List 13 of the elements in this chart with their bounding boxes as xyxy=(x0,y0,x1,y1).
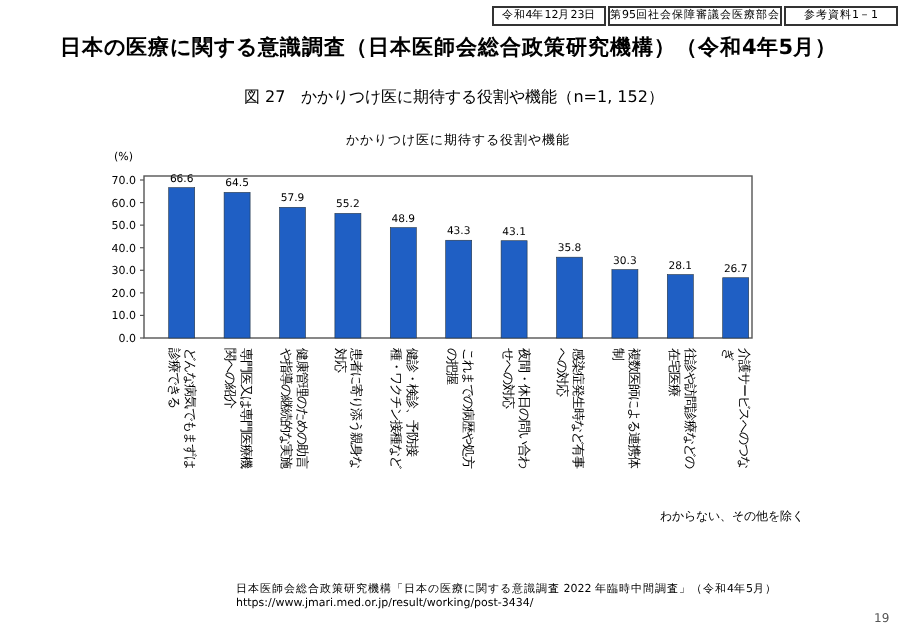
chart-title: 日本の医療に関する意識調査（日本医師会総合政策研究機構）（令和4年5月） xyxy=(60,34,838,62)
bar xyxy=(667,274,694,339)
bar xyxy=(223,192,251,339)
bar xyxy=(611,269,639,339)
bar xyxy=(500,240,528,339)
bar xyxy=(334,213,362,339)
bar xyxy=(279,207,306,339)
bar xyxy=(390,227,417,339)
bar xyxy=(722,277,749,339)
bar xyxy=(168,187,195,339)
bar xyxy=(556,256,583,339)
chart-subtitle: 図 27 かかりつけ医に期待する役割や機能（n=1, 152） xyxy=(244,86,664,108)
bar xyxy=(445,239,472,339)
